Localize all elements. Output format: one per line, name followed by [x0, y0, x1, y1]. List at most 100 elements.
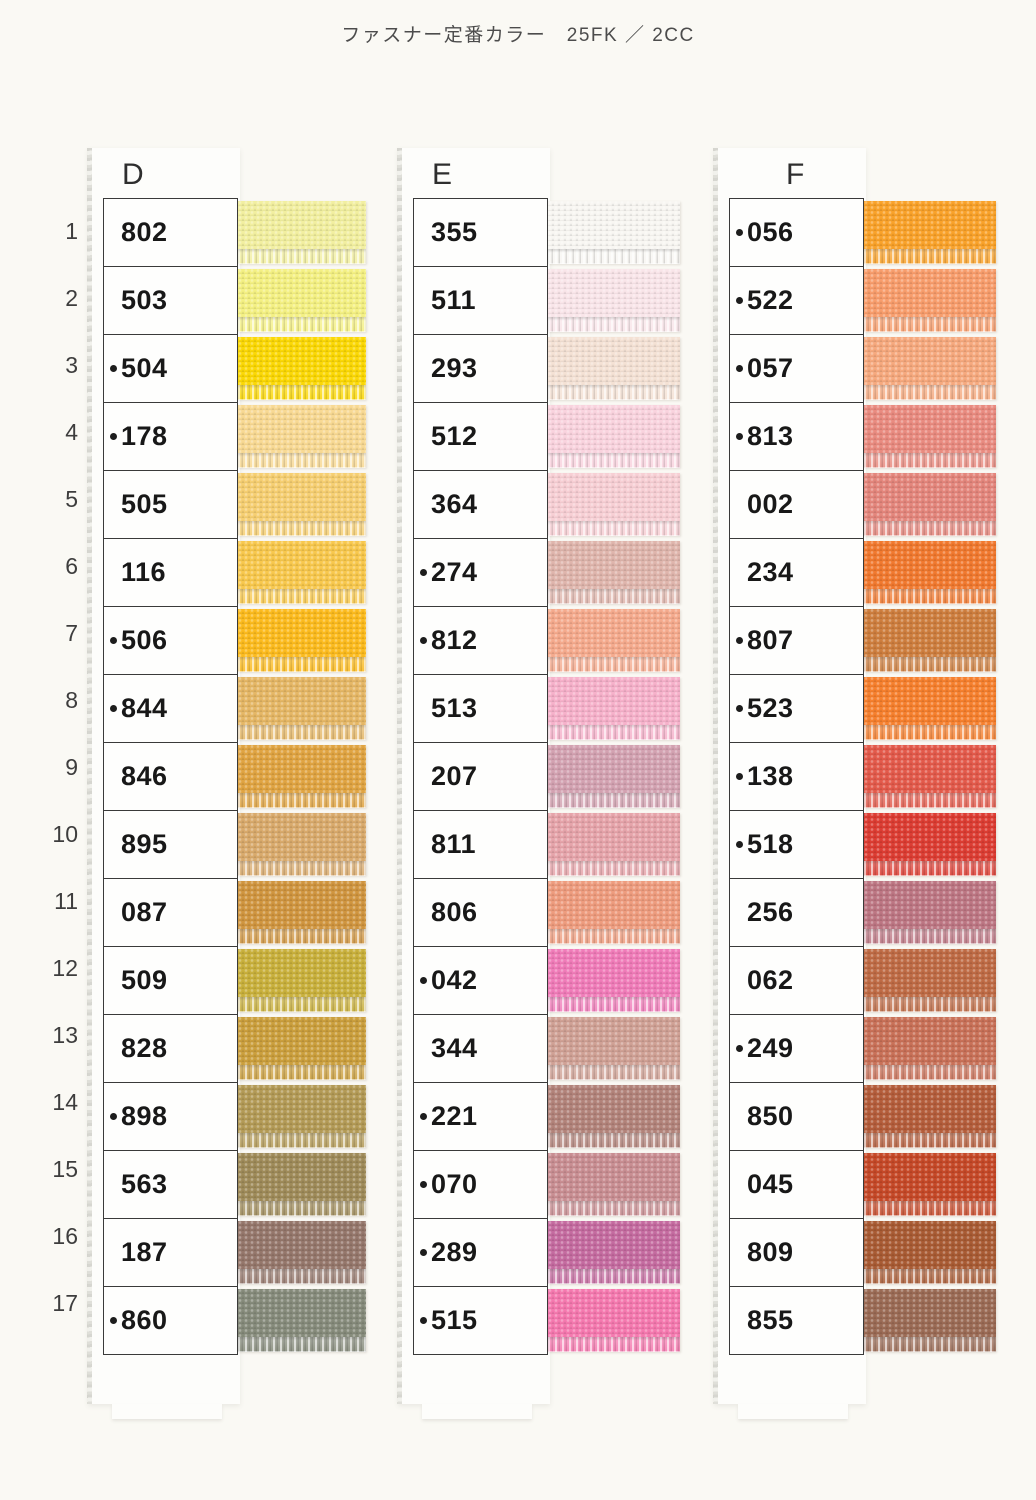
color-row: 522 [730, 267, 996, 335]
color-code: 207 [431, 761, 478, 791]
zipper-teeth-coil [864, 725, 996, 740]
zipper-teeth-coil [548, 1065, 680, 1080]
color-code: 860 [121, 1305, 168, 1335]
zipper-tape-fabric [548, 1017, 680, 1065]
code-table: 056 522 057 813 002 234 807 523 138 518 256 062 249 8… [729, 198, 996, 1355]
color-row: 506 [104, 607, 366, 675]
zipper-tape-swatch [864, 1289, 996, 1352]
selected-marker-dot [110, 365, 117, 372]
zipper-tape-fabric [548, 1085, 680, 1133]
color-code-cell: 898 [104, 1083, 237, 1150]
zipper-tape-fabric [238, 473, 366, 521]
color-row: 138 [730, 743, 996, 811]
color-code-cell: 138 [730, 743, 863, 810]
selected-marker-dot [736, 297, 743, 304]
selected-marker-dot [736, 433, 743, 440]
zipper-tape-fabric [238, 745, 366, 793]
selected-marker-dot [420, 1249, 427, 1256]
color-code-cell: 518 [730, 811, 863, 878]
selected-marker-dot [736, 637, 743, 644]
selected-marker-dot [736, 1045, 743, 1052]
zipper-tape-swatch [864, 269, 996, 332]
zipper-teeth-coil [238, 317, 366, 332]
color-code-cell: 364 [414, 471, 547, 538]
color-code: 138 [747, 761, 794, 791]
selected-marker-dot [110, 637, 117, 644]
color-code-cell: 056 [730, 199, 863, 266]
zipper-tape-fabric [864, 1085, 996, 1133]
zipper-tape-fabric [864, 813, 996, 861]
color-code-cell: 042 [414, 947, 547, 1014]
row-number: 15 [52, 1156, 78, 1182]
zipper-teeth-coil [238, 385, 366, 400]
zipper-tape-fabric [864, 1153, 996, 1201]
color-row: 042 [414, 947, 680, 1015]
selected-marker-dot [736, 773, 743, 780]
color-code-cell: 355 [414, 199, 547, 266]
zipper-tape-swatch [238, 201, 366, 264]
color-code: 045 [747, 1169, 794, 1199]
zipper-tape-swatch [864, 405, 996, 468]
zipper-tape-swatch [864, 337, 996, 400]
zipper-tape-fabric [238, 1017, 366, 1065]
color-row: 207 [414, 743, 680, 811]
zipper-tape-fabric [238, 1085, 366, 1133]
zipper-tape-fabric [864, 609, 996, 657]
card-bottom-tab [738, 1404, 848, 1419]
card-bottom-tab [112, 1404, 222, 1419]
zipper-tape-fabric [238, 337, 366, 385]
zipper-teeth-coil [238, 1269, 366, 1284]
color-code: 846 [121, 761, 168, 791]
color-row: 813 [730, 403, 996, 471]
column-letter: D [122, 158, 144, 191]
color-code: 895 [121, 829, 168, 859]
zipper-tape-swatch [864, 745, 996, 808]
color-row: 002 [730, 471, 996, 539]
zipper-tape-swatch [238, 269, 366, 332]
color-row: 515 [414, 1287, 680, 1355]
color-code-cell: 070 [414, 1151, 547, 1218]
zipper-teeth-coil [864, 385, 996, 400]
color-row: 045 [730, 1151, 996, 1219]
zipper-tape-swatch [548, 541, 680, 604]
color-code: 056 [747, 217, 794, 247]
color-row: 187 [104, 1219, 366, 1287]
zipper-teeth-coil [548, 1337, 680, 1352]
zipper-teeth-coil [864, 521, 996, 536]
color-code: 293 [431, 353, 478, 383]
color-code: 178 [121, 421, 168, 451]
color-row: 844 [104, 675, 366, 743]
color-row: 355 [414, 199, 680, 267]
zipper-tape-swatch [864, 473, 996, 536]
color-code-cell: 511 [414, 267, 547, 334]
color-code: 563 [121, 1169, 168, 1199]
zipper-tape-fabric [238, 1153, 366, 1201]
row-number: 17 [52, 1290, 78, 1316]
selected-marker-dot [420, 569, 427, 576]
zipper-teeth-coil [238, 997, 366, 1012]
zipper-teeth-coil [548, 1269, 680, 1284]
row-number: 10 [52, 821, 78, 847]
color-code: 221 [431, 1101, 478, 1131]
color-row: 563 [104, 1151, 366, 1219]
zipper-teeth-coil [864, 657, 996, 672]
color-row: 178 [104, 403, 366, 471]
color-row: 364 [414, 471, 680, 539]
color-code-cell: 895 [104, 811, 237, 878]
color-code: 506 [121, 625, 168, 655]
zipper-tape-swatch [864, 1221, 996, 1284]
zipper-tape-swatch [238, 473, 366, 536]
color-row: 523 [730, 675, 996, 743]
color-code: 811 [431, 829, 477, 859]
color-code: 512 [431, 421, 478, 451]
zipper-teeth-coil [548, 249, 680, 264]
selected-marker-dot [736, 841, 743, 848]
zipper-tape-swatch [548, 1289, 680, 1352]
zipper-teeth-coil [864, 1337, 996, 1352]
code-table: 802 503 504 178 505 116 506 844 846 895 087 509 828 8… [103, 198, 366, 1355]
zipper-tape-swatch [238, 813, 366, 876]
zipper-tape-fabric [548, 1221, 680, 1269]
color-code: 187 [121, 1237, 168, 1267]
selected-marker-dot [110, 433, 117, 440]
sample-card-F: F 056 522 057 813 002 234 807 523 138 518 256 062 249… [713, 148, 1014, 1423]
